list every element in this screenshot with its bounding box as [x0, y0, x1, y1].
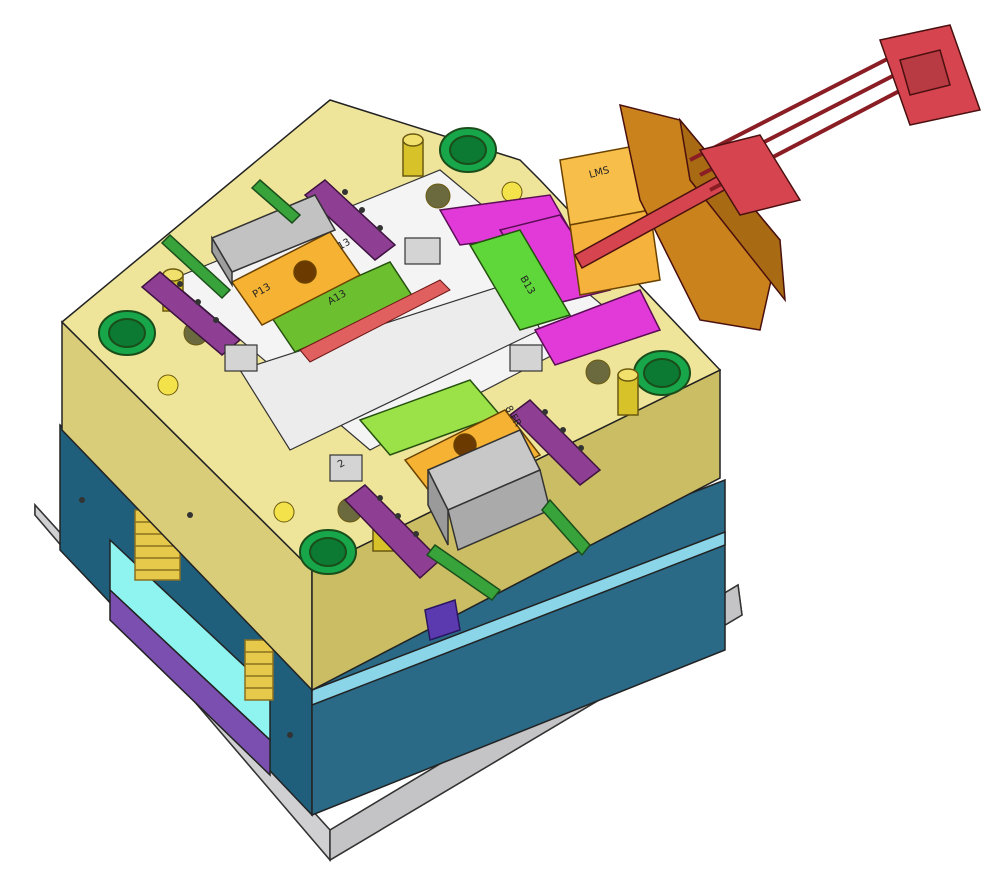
grey-wedge-blocks	[210, 194, 551, 552]
hydraulic-cylinder	[573, 24, 981, 331]
corner-label: 2	[336, 458, 347, 471]
purple-knob	[424, 599, 461, 641]
purple-lock-blocks	[140, 179, 602, 580]
cooling-pipes	[160, 178, 591, 602]
guide-bushings	[98, 127, 691, 575]
bracket-label: LMS	[588, 165, 611, 181]
bolt-holes	[79, 189, 584, 738]
runner-bar	[299, 279, 451, 363]
spring-right	[244, 639, 274, 701]
lower-mold-body	[59, 423, 726, 817]
cavity-inserts	[224, 237, 543, 482]
